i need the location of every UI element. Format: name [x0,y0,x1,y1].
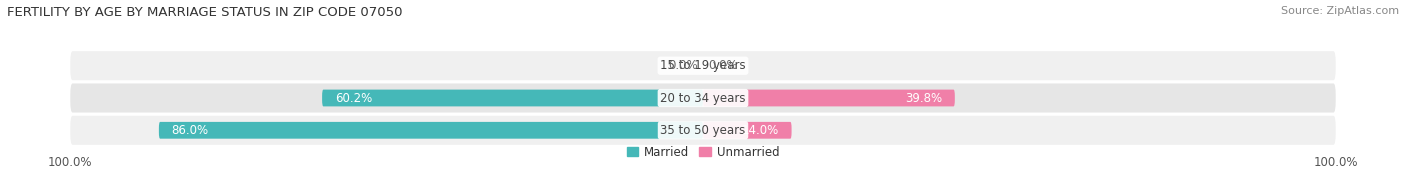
Text: 0.0%: 0.0% [668,59,697,72]
FancyBboxPatch shape [70,51,1336,80]
Text: 35 to 50 years: 35 to 50 years [661,124,745,137]
Text: 60.2%: 60.2% [335,92,373,104]
Text: Source: ZipAtlas.com: Source: ZipAtlas.com [1281,6,1399,16]
FancyBboxPatch shape [322,90,703,106]
Text: 14.0%: 14.0% [742,124,779,137]
FancyBboxPatch shape [159,122,703,139]
FancyBboxPatch shape [703,122,792,139]
Text: 15 to 19 years: 15 to 19 years [661,59,745,72]
Legend: Married, Unmarried: Married, Unmarried [621,141,785,163]
FancyBboxPatch shape [70,83,1336,113]
Text: FERTILITY BY AGE BY MARRIAGE STATUS IN ZIP CODE 07050: FERTILITY BY AGE BY MARRIAGE STATUS IN Z… [7,6,402,19]
Text: 39.8%: 39.8% [905,92,942,104]
FancyBboxPatch shape [70,116,1336,145]
FancyBboxPatch shape [703,90,955,106]
Text: 0.0%: 0.0% [709,59,738,72]
Text: 20 to 34 years: 20 to 34 years [661,92,745,104]
Text: 86.0%: 86.0% [172,124,208,137]
